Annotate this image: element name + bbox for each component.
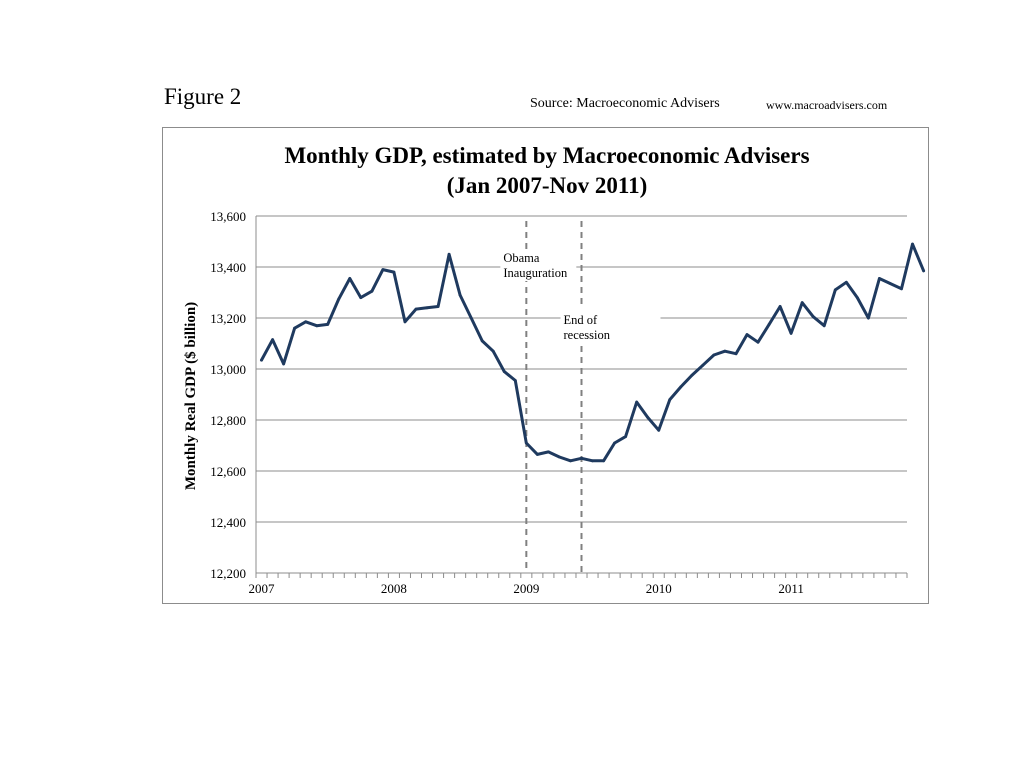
annotation-text: recession [564, 328, 611, 342]
data-point [844, 280, 848, 284]
data-point [480, 339, 484, 343]
data-point [348, 277, 352, 280]
data-point [447, 252, 451, 256]
data-point [734, 352, 738, 356]
annotation-text: End of [564, 313, 599, 327]
y-tick-label: 12,600 [210, 464, 246, 479]
x-tick-label: 2007 [249, 581, 276, 596]
data-point [911, 242, 914, 246]
axes: 12,200 12,400 12,600 12,800 13,000 13,200 13,4… [210, 209, 908, 596]
data-point [679, 385, 683, 389]
data-point [370, 289, 374, 293]
data-point [558, 455, 561, 459]
y-tick-label: 13,200 [210, 311, 246, 326]
data-point [646, 416, 650, 419]
y-tick-label: 13,400 [210, 260, 246, 275]
data-point [889, 282, 892, 285]
data-point [359, 296, 363, 299]
chart-frame: Monthly GDP, estimated by Macroeconomic … [162, 127, 929, 604]
series-layer [260, 242, 926, 463]
chart-title-line2: (Jan 2007-Nov 2011) [447, 173, 648, 198]
y-tick-label: 12,200 [210, 566, 246, 581]
data-point [381, 268, 385, 271]
y-tick-label: 13,600 [210, 209, 246, 224]
data-point [580, 456, 583, 460]
data-point [414, 307, 418, 311]
data-point [668, 398, 672, 401]
data-point [657, 428, 661, 432]
annotation-bg [560, 311, 661, 343]
data-point [635, 400, 639, 404]
data-point [491, 349, 495, 353]
data-point [789, 331, 793, 335]
data-point [569, 459, 572, 463]
data-point [767, 323, 771, 326]
data-point [591, 459, 594, 463]
y-tick-label: 12,800 [210, 413, 246, 428]
source-text: Source: Macroeconomic Advisers [530, 96, 720, 111]
data-point [756, 340, 760, 344]
data-point [469, 316, 473, 320]
data-point [524, 441, 528, 445]
data-point [425, 306, 429, 310]
data-point [260, 358, 263, 362]
annotation-text: Obama [503, 251, 540, 265]
data-point [624, 435, 627, 438]
data-point [690, 374, 694, 377]
x-tick-label: 2011 [778, 581, 804, 596]
data-point [304, 320, 308, 324]
data-point [282, 362, 285, 366]
data-point [778, 305, 782, 308]
data-point [833, 288, 837, 292]
y-axis-label: Monthly Real GDP ($ billion) [183, 302, 199, 490]
gdp-series-line [260, 242, 926, 463]
data-point [403, 320, 407, 324]
y-tick-label: 13,000 [210, 362, 246, 377]
data-point [458, 293, 462, 297]
data-point [293, 326, 296, 330]
data-point [855, 296, 859, 299]
data-point [502, 370, 506, 373]
data-point [922, 269, 925, 273]
data-point [701, 363, 705, 367]
y-tick-label: 12,400 [210, 515, 246, 530]
data-point [271, 338, 274, 342]
source-url: www.macroadvisers.com [766, 98, 888, 112]
annotation-text: Inauguration [503, 266, 568, 280]
data-point [712, 353, 716, 357]
gdp-line-chart: Monthly GDP, estimated by Macroeconomic … [183, 143, 926, 596]
chart-title-line1: Monthly GDP, estimated by Macroeconomic … [284, 143, 809, 168]
data-point [315, 324, 319, 328]
data-point [536, 453, 539, 456]
data-point [900, 287, 903, 291]
annotation-bg [500, 249, 577, 281]
data-point [613, 441, 616, 445]
data-point [822, 324, 826, 328]
figure-label: Figure 2 [164, 84, 242, 109]
data-point [878, 277, 881, 280]
data-point [436, 305, 440, 308]
data-point [745, 333, 749, 336]
data-point [723, 349, 727, 353]
x-tick-label: 2010 [646, 581, 672, 596]
data-point [326, 323, 330, 326]
data-point [337, 297, 341, 301]
data-point [800, 301, 804, 305]
data-point [867, 316, 870, 320]
data-point [392, 270, 396, 274]
data-point [547, 450, 550, 454]
data-point [811, 315, 815, 319]
data-point [513, 379, 517, 382]
x-tick-label: 2009 [513, 581, 539, 596]
x-tick-label: 2008 [381, 581, 407, 596]
data-point [602, 459, 605, 463]
